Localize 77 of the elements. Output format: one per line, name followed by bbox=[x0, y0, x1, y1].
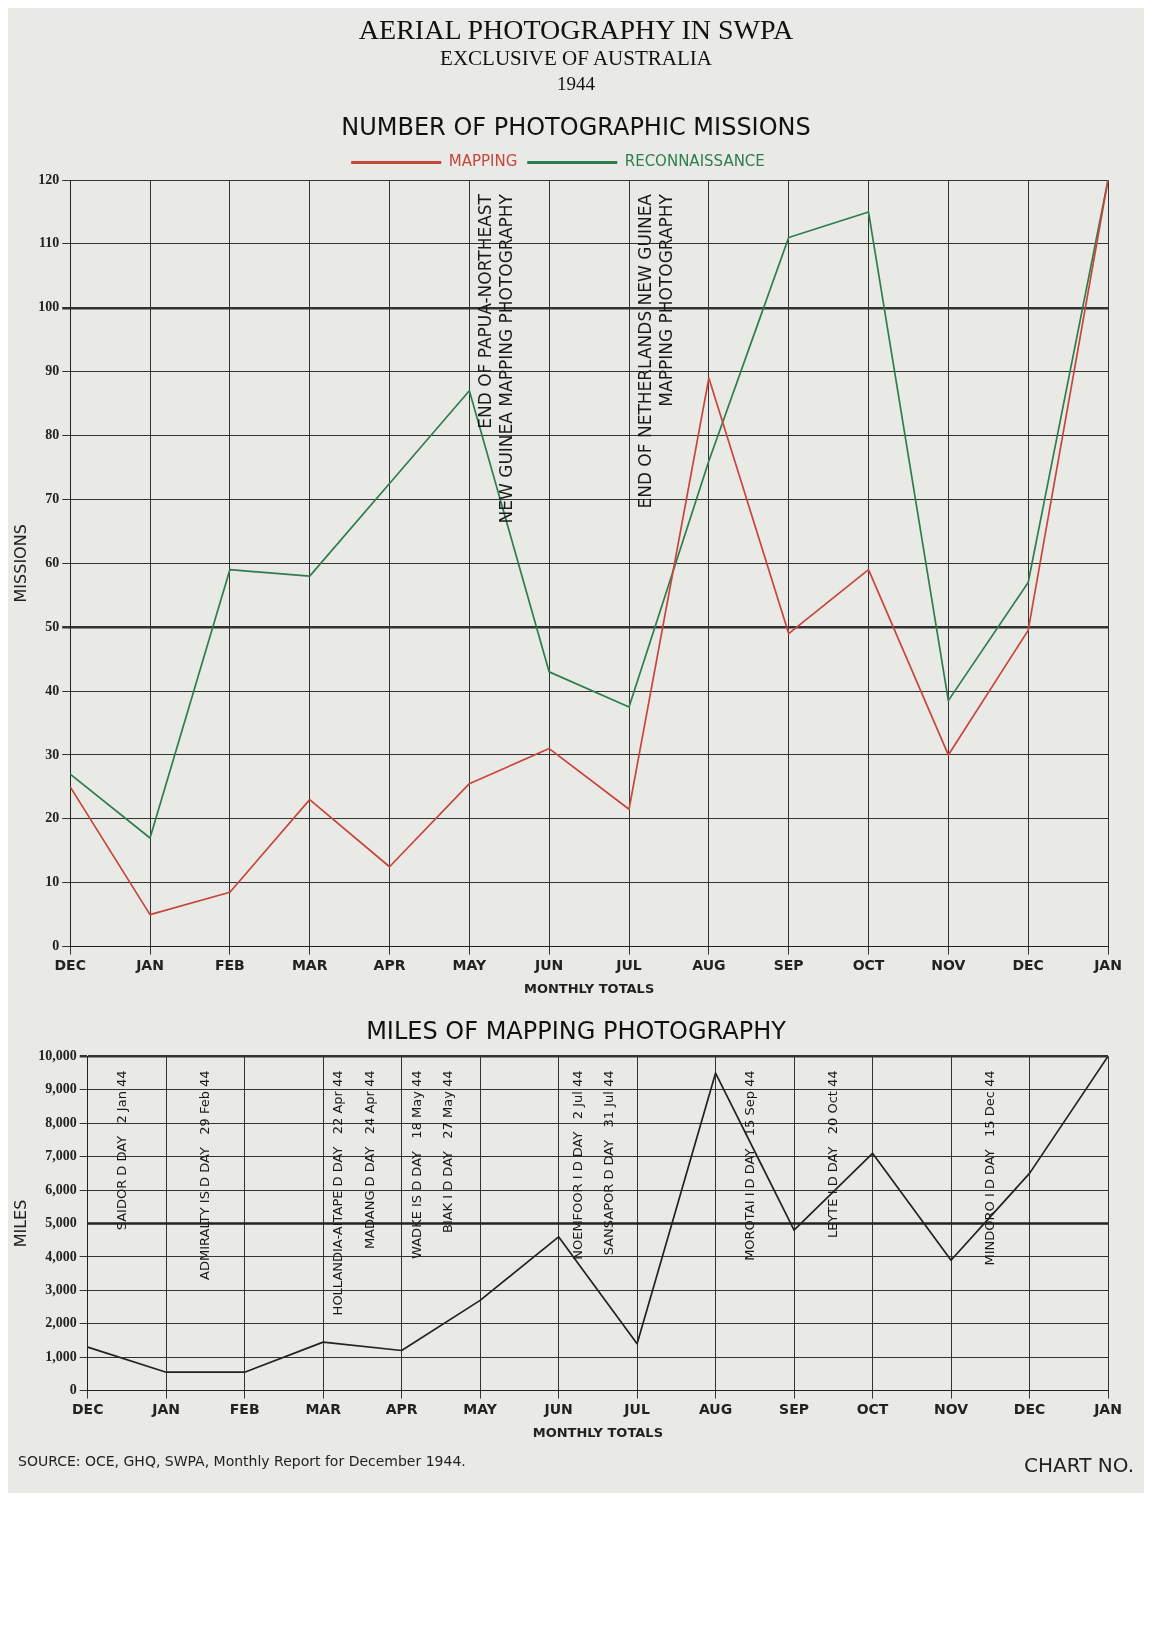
y-tick-label: 20 bbox=[45, 810, 60, 826]
y-axis-title: MILES bbox=[10, 1199, 30, 1248]
x-tick-label: DEC bbox=[54, 956, 86, 973]
x-tick-label: FEB bbox=[214, 956, 245, 973]
x-tick-label: JUN bbox=[534, 956, 564, 973]
text: 1944 bbox=[556, 73, 596, 95]
x-tick-label: JUL bbox=[615, 956, 642, 973]
annotation: HOLLANDIA-AITAPE D DAY 22 Apr 44 bbox=[330, 1070, 346, 1316]
chart-title: AERIAL PHOTOGRAPHY IN SWPA bbox=[357, 13, 795, 46]
x-tick-label: OCT bbox=[852, 956, 885, 973]
y-tick-label: 40 bbox=[45, 682, 60, 698]
x-tick-label: JAN bbox=[1093, 956, 1122, 973]
x-tick-label: SEP bbox=[773, 956, 804, 973]
y-tick-label: 1,000 bbox=[45, 1348, 77, 1364]
annotation: END OF NETHERLANDS NEW GUINEA MAPPING PHOTOGRAPHY bbox=[634, 193, 676, 509]
annotation: MOROTAI I D DAY 15 Sep 44 bbox=[742, 1070, 758, 1261]
x-tick-label: APR bbox=[385, 1400, 418, 1417]
x-tick-label: MAR bbox=[291, 956, 328, 973]
annotation: MINDORO I D DAY 15 Dec 44 bbox=[981, 1070, 997, 1266]
y-tick-label: 7,000 bbox=[45, 1148, 77, 1164]
x-tick-label: APR bbox=[373, 956, 406, 973]
x-tick-label: JUL bbox=[623, 1400, 650, 1417]
x-tick-label: DEC bbox=[1012, 956, 1044, 973]
annotation: BIAK I D DAY 27 May 44 bbox=[440, 1070, 456, 1234]
y-tick-label: 50 bbox=[45, 618, 60, 634]
x-tick-label: JUN bbox=[543, 1400, 573, 1417]
annotation: ADMIRALTY IS D DAY 29 Feb 44 bbox=[196, 1070, 212, 1280]
x-tick-label: AUG bbox=[692, 956, 726, 973]
text: RECONNAISSANCE bbox=[624, 152, 765, 171]
x-tick-label: DEC bbox=[1013, 1400, 1046, 1417]
text: CHART NO. bbox=[1024, 1453, 1134, 1477]
x-tick-label: NOV bbox=[931, 956, 966, 973]
annotation: LEYTE I D DAY 20 Oct 44 bbox=[824, 1070, 840, 1239]
y-tick-label: 100 bbox=[38, 299, 60, 315]
annotation: WADKE IS D DAY 18 May 44 bbox=[408, 1070, 424, 1259]
x-tick-label: NOV bbox=[933, 1400, 969, 1417]
chart-subtitle: EXCLUSIVE OF AUSTRALIA bbox=[439, 46, 713, 71]
y-tick-label: 5,000 bbox=[45, 1215, 77, 1231]
y-tick-label: 4,000 bbox=[45, 1248, 77, 1264]
text: NUMBER OF PHOTOGRAPHIC MISSIONS bbox=[340, 113, 812, 141]
x-tick-label: SEP bbox=[779, 1400, 810, 1417]
annotation: END OF PAPUA-NORTHEAST NEW GUINEA MAPPING PHOTOGRAPHY bbox=[475, 193, 517, 524]
annotation: NOEMFOOR I D DAY 2 Jul 44 bbox=[569, 1070, 585, 1260]
chart-title: MILES OF MAPPING PHOTOGRAPHY bbox=[365, 1016, 787, 1045]
x-tick-label: MAY bbox=[463, 1400, 498, 1417]
y-tick-label: 30 bbox=[45, 746, 60, 762]
y-tick-label: 0 bbox=[52, 938, 60, 954]
x-tick-label: DEC bbox=[71, 1400, 104, 1417]
y-axis-title: MISSIONS bbox=[10, 524, 30, 603]
annotation: SAIDOR D DAY 2 Jan 44 bbox=[114, 1070, 130, 1231]
y-tick-label: 60 bbox=[45, 554, 60, 570]
y-tick-label: 6,000 bbox=[45, 1181, 77, 1197]
y-tick-label: 110 bbox=[38, 235, 60, 251]
x-tick-label: FEB bbox=[229, 1400, 260, 1417]
y-tick-label: 120 bbox=[38, 171, 60, 187]
y-tick-label: 8,000 bbox=[45, 1114, 77, 1130]
x-tick-label: MAY bbox=[452, 956, 487, 973]
x-axis-title: MONTHLY TOTALS bbox=[532, 1424, 664, 1440]
y-tick-label: 0 bbox=[69, 1382, 77, 1398]
y-tick-label: 10,000 bbox=[38, 1048, 77, 1064]
x-tick-label: JAN bbox=[151, 1400, 181, 1417]
y-tick-label: 2,000 bbox=[45, 1315, 77, 1331]
source-note: SOURCE: OCE, GHQ, SWPA, Monthly Report for December 1944. bbox=[18, 1453, 466, 1471]
y-tick-label: 90 bbox=[45, 363, 60, 379]
y-tick-label: 9,000 bbox=[45, 1081, 77, 1097]
y-tick-label: 10 bbox=[45, 874, 60, 890]
annotation: MADANG D DAY 24 Apr 44 bbox=[361, 1070, 377, 1250]
x-tick-label: MAR bbox=[305, 1400, 342, 1417]
y-tick-label: 80 bbox=[45, 427, 60, 443]
x-tick-label: JAN bbox=[135, 956, 164, 973]
x-axis-title: MONTHLY TOTALS bbox=[523, 980, 655, 996]
y-tick-label: 70 bbox=[45, 491, 60, 507]
x-tick-label: OCT bbox=[856, 1400, 889, 1417]
text: MAPPING bbox=[448, 152, 518, 171]
x-tick-label: JAN bbox=[1093, 1400, 1122, 1417]
x-tick-label: AUG bbox=[698, 1400, 733, 1417]
y-tick-label: 3,000 bbox=[45, 1281, 77, 1297]
